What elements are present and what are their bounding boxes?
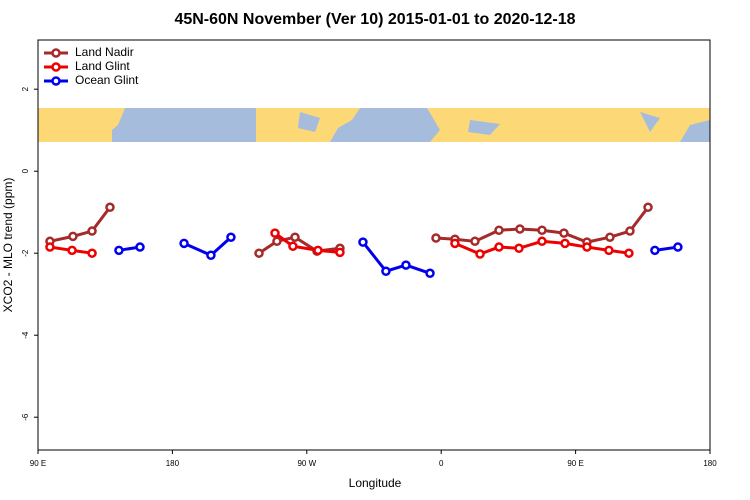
point	[604, 245, 614, 256]
point	[290, 232, 300, 242]
y-tick-label: -4	[21, 331, 30, 339]
point	[401, 260, 411, 270]
y-tick-label: -6	[21, 413, 30, 421]
y-tick-label: 2	[21, 86, 30, 91]
y-tick-label: 0	[21, 168, 30, 173]
x-tick-label: 0	[439, 459, 444, 468]
x-tick-label: 180	[166, 459, 180, 468]
x-tick-label: 90 W	[297, 459, 316, 468]
x-tick-label: 180	[703, 459, 717, 468]
x-axis-label: Longitude	[349, 476, 402, 490]
point	[515, 224, 525, 234]
point	[87, 248, 97, 258]
point	[605, 232, 615, 242]
point	[560, 238, 570, 249]
point	[537, 236, 547, 247]
point	[470, 236, 480, 247]
point	[537, 225, 547, 235]
legend-marker	[51, 76, 61, 86]
point	[381, 266, 391, 276]
point	[272, 236, 282, 247]
y-axis-label: XCO2 - MLO trend (ppm)	[1, 178, 15, 313]
point	[624, 248, 634, 258]
point	[673, 242, 683, 252]
point	[335, 247, 345, 258]
point	[494, 225, 504, 235]
point	[358, 237, 368, 247]
point	[105, 202, 115, 213]
point	[288, 241, 298, 251]
point	[450, 238, 460, 249]
point	[179, 238, 189, 249]
chart-title: 45N-60N November (Ver 10) 2015-01-01 to …	[174, 11, 575, 28]
y-tick-label: -2	[21, 249, 30, 257]
x-tick-label: 90 E	[567, 459, 583, 468]
x-tick-label: 90 E	[30, 459, 46, 468]
point	[475, 249, 485, 259]
point	[431, 233, 441, 243]
legend-marker	[51, 62, 61, 72]
series-line	[118, 236, 679, 275]
point	[254, 248, 264, 258]
legend-label: Land Glint	[75, 59, 130, 73]
legend-label: Land Nadir	[75, 45, 134, 59]
point	[650, 245, 660, 256]
point	[313, 245, 323, 256]
point	[514, 243, 524, 254]
point	[206, 250, 216, 260]
point	[67, 245, 77, 256]
point	[625, 226, 635, 236]
point	[425, 268, 435, 279]
point	[643, 202, 653, 213]
point	[559, 228, 569, 238]
point	[45, 242, 55, 252]
map-strip	[38, 108, 710, 142]
point	[270, 228, 280, 238]
point	[114, 245, 124, 256]
legend-marker	[51, 48, 61, 58]
point	[582, 242, 592, 252]
point	[68, 231, 78, 242]
point	[87, 226, 97, 236]
plot-frame	[37, 39, 711, 451]
point	[494, 242, 504, 252]
point	[226, 232, 236, 242]
point	[135, 242, 145, 252]
legend-label: Ocean Glint	[75, 73, 139, 87]
